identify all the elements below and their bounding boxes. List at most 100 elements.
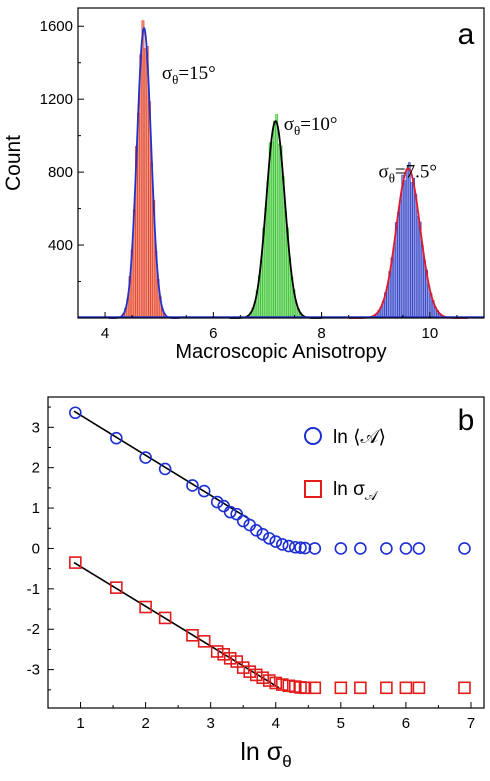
scatter-points-group (69, 406, 471, 695)
histogram-bar (401, 174, 405, 319)
histogram-bar (275, 114, 279, 319)
y-tick-label: 1 (32, 500, 40, 517)
x-tick-label: 3 (207, 715, 215, 732)
square-marker (243, 665, 257, 678)
x-tick-label: 5 (337, 715, 345, 732)
legend-circle-marker (304, 427, 322, 445)
circle-marker (282, 539, 296, 553)
x-tick-label: 7 (467, 715, 475, 732)
histogram-bar (392, 247, 396, 319)
histogram-bar (277, 143, 281, 319)
fit-lines-group (73, 410, 280, 689)
legend-square-marker (304, 480, 322, 498)
sigma-annotation-0: σθ=15° (162, 63, 216, 87)
circle-marker (294, 541, 307, 554)
y-tick-label: 1600 (40, 18, 73, 35)
panel-b: 1 2 3 4 5 6 7 3 2 1 0 -1 -2 -3 ln ⟨𝒜⟩ ln σ𝒜 ln σθ b (27, 396, 485, 771)
square-marker (354, 681, 367, 695)
panel-b-ticks: 1 2 3 4 5 6 7 3 2 1 0 -1 -2 -3 (27, 406, 475, 732)
square-marker (236, 661, 250, 674)
histogram-bar (405, 168, 409, 319)
y-tick-label: 400 (48, 237, 73, 254)
panel-a-ticks: 4 6 8 10 400 800 1200 1600 (40, 18, 458, 342)
circle-marker (275, 538, 289, 551)
circle-marker (288, 540, 302, 554)
circle-marker (399, 542, 413, 555)
circle-marker (380, 542, 393, 555)
y-tick-label: -1 (27, 581, 40, 598)
legend: ln ⟨𝒜⟩ ln σ𝒜 (304, 427, 386, 503)
circle-marker (249, 523, 263, 537)
x-tick-label: 6 (402, 715, 410, 732)
square-marker (223, 652, 237, 665)
histogram-series-0 (119, 20, 169, 319)
square-marker (158, 611, 172, 625)
circle-marker (334, 542, 348, 555)
x-tick-label: 4 (101, 325, 109, 342)
square-marker (412, 681, 426, 695)
histogram-bar (407, 162, 411, 319)
circle-marker (186, 479, 199, 492)
circle-marker (69, 406, 82, 420)
panel-b-frame (47, 396, 485, 709)
y-tick-label: 1200 (40, 91, 73, 108)
square-marker (380, 681, 393, 695)
y-axis-title: Count (2, 135, 25, 191)
y-tick-label: 800 (48, 164, 73, 181)
square-marker (269, 676, 283, 690)
y-tick-label: -3 (27, 662, 40, 679)
x-tick-label: 8 (317, 325, 325, 342)
histogram-bar (403, 180, 407, 319)
circle-marker (458, 542, 471, 555)
histogram-bar (410, 182, 413, 319)
circle-marker (139, 451, 152, 464)
histogram-bar (273, 120, 276, 319)
square-marker (334, 681, 348, 695)
y-tick-label: 0 (32, 540, 40, 557)
sigma-annotation-2: σθ=7.5° (378, 162, 437, 186)
x-axis-title: Macroscopic Anisotropy (175, 341, 386, 363)
histogram-bar (141, 20, 145, 319)
circle-marker (230, 507, 244, 521)
legend-label-sigma: ln σ𝒜 (333, 479, 379, 503)
y-tick-label: 2 (32, 460, 40, 477)
square-marker (69, 556, 82, 569)
histogram-bar (137, 112, 141, 319)
histogram-bar (279, 145, 283, 319)
histogram-series-1 (244, 114, 307, 319)
circle-marker (158, 462, 172, 476)
circle-marker (236, 514, 250, 528)
square-marker (308, 681, 322, 695)
square-marker (210, 645, 224, 658)
circle-marker (354, 542, 367, 555)
x-tick-label: 2 (141, 715, 149, 732)
histogram-bar (270, 141, 274, 319)
square-marker (217, 647, 231, 661)
x-axis-title-b: ln σθ (240, 738, 291, 771)
panel-label-b: b (458, 404, 475, 437)
x-tick-label: 10 (422, 325, 439, 342)
circle-marker (298, 541, 312, 555)
histogram-bar (414, 194, 418, 319)
circle-marker (210, 495, 224, 509)
circle-marker (256, 528, 270, 541)
histogram-bar (399, 199, 403, 319)
legend-label-mean: ln ⟨𝒜⟩ (333, 427, 386, 448)
square-marker (262, 674, 276, 687)
sigma-annotation-1: σθ=10° (284, 114, 338, 138)
histogram-bar (416, 216, 420, 319)
scatter-series-0 (69, 406, 471, 555)
square-marker (298, 681, 312, 695)
histogram-bar (283, 210, 287, 319)
circle-marker (197, 484, 211, 498)
histogram-bar (397, 212, 400, 319)
square-marker (249, 668, 263, 682)
circle-marker (223, 505, 237, 519)
square-marker (458, 681, 471, 695)
x-tick-label: 4 (272, 715, 280, 732)
histogram-bar (139, 54, 143, 319)
square-marker (275, 678, 289, 691)
panel-label-a: a (458, 18, 475, 51)
circle-marker (308, 542, 322, 555)
